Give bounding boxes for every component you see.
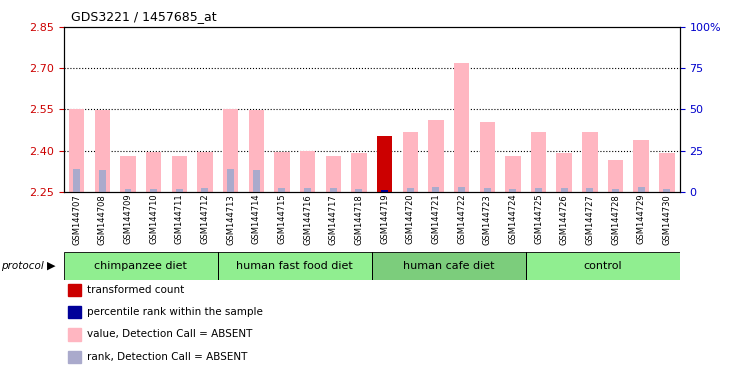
Text: GSM144719: GSM144719: [380, 194, 389, 244]
Bar: [120, 156, 136, 192]
Bar: [531, 132, 546, 192]
Bar: [330, 189, 336, 192]
Bar: [556, 154, 572, 192]
Bar: [484, 188, 490, 192]
Bar: [279, 189, 285, 192]
Bar: [227, 169, 234, 192]
Text: GSM144713: GSM144713: [226, 194, 235, 245]
Bar: [454, 63, 469, 192]
Bar: [377, 136, 392, 192]
Text: GSM144729: GSM144729: [637, 194, 646, 244]
Bar: [659, 154, 674, 192]
FancyBboxPatch shape: [372, 252, 526, 280]
Text: GSM144712: GSM144712: [201, 194, 210, 244]
Text: GSM144726: GSM144726: [559, 194, 569, 245]
Text: GSM144722: GSM144722: [457, 194, 466, 244]
Bar: [381, 190, 388, 192]
Bar: [326, 156, 341, 192]
Bar: [198, 152, 213, 192]
Text: GSM144714: GSM144714: [252, 194, 261, 244]
Bar: [377, 136, 392, 192]
Bar: [582, 132, 598, 192]
Bar: [300, 151, 315, 192]
Bar: [253, 170, 260, 192]
Text: GSM144724: GSM144724: [508, 194, 517, 244]
Text: GSM144718: GSM144718: [354, 194, 363, 245]
Text: GDS3221 / 1457685_at: GDS3221 / 1457685_at: [71, 10, 217, 23]
Text: GSM144715: GSM144715: [277, 194, 286, 244]
Bar: [403, 132, 418, 192]
Bar: [95, 110, 110, 192]
Bar: [634, 140, 649, 192]
Text: GSM144723: GSM144723: [483, 194, 492, 245]
FancyBboxPatch shape: [64, 252, 218, 280]
Bar: [535, 188, 542, 192]
Bar: [176, 189, 182, 192]
Bar: [638, 187, 644, 192]
FancyBboxPatch shape: [526, 252, 680, 280]
Text: human fast food diet: human fast food diet: [237, 261, 353, 271]
Bar: [381, 190, 388, 192]
Text: rank, Detection Call = ABSENT: rank, Detection Call = ABSENT: [87, 352, 248, 362]
Bar: [171, 156, 187, 192]
Bar: [304, 189, 311, 192]
Bar: [608, 161, 623, 192]
Bar: [73, 169, 80, 192]
Text: chimpanzee diet: chimpanzee diet: [95, 261, 187, 271]
Bar: [223, 109, 238, 192]
Text: ▶: ▶: [47, 261, 55, 271]
Bar: [479, 122, 495, 192]
Bar: [612, 189, 619, 192]
Bar: [561, 188, 568, 192]
Bar: [355, 189, 363, 192]
Text: GSM144707: GSM144707: [72, 194, 81, 245]
Text: GSM144728: GSM144728: [611, 194, 620, 245]
Text: GSM144730: GSM144730: [662, 194, 671, 245]
Bar: [146, 152, 161, 192]
Text: transformed count: transformed count: [87, 285, 184, 295]
Text: GSM144711: GSM144711: [175, 194, 184, 244]
Text: GSM144709: GSM144709: [123, 194, 132, 244]
Bar: [99, 170, 106, 192]
Text: percentile rank within the sample: percentile rank within the sample: [87, 307, 263, 317]
Text: GSM144717: GSM144717: [329, 194, 338, 245]
Text: GSM144708: GSM144708: [98, 194, 107, 245]
Text: human cafe diet: human cafe diet: [403, 261, 494, 271]
Bar: [407, 188, 414, 192]
Text: GSM144710: GSM144710: [149, 194, 158, 244]
Bar: [505, 156, 520, 192]
Bar: [125, 189, 131, 192]
Bar: [587, 188, 593, 192]
Bar: [351, 154, 366, 192]
Text: GSM144721: GSM144721: [431, 194, 440, 244]
Text: control: control: [584, 261, 622, 271]
Bar: [663, 189, 671, 192]
Bar: [509, 189, 517, 192]
Bar: [201, 189, 209, 192]
Bar: [433, 187, 439, 192]
FancyBboxPatch shape: [218, 252, 372, 280]
Text: GSM144720: GSM144720: [406, 194, 415, 244]
Text: GSM144725: GSM144725: [534, 194, 543, 244]
Bar: [69, 109, 84, 192]
Bar: [150, 189, 157, 192]
Text: GSM144727: GSM144727: [585, 194, 594, 245]
Bar: [249, 110, 264, 192]
Text: GSM144716: GSM144716: [303, 194, 312, 245]
Bar: [428, 121, 444, 192]
Bar: [274, 152, 290, 192]
Bar: [458, 187, 465, 192]
Text: protocol: protocol: [2, 261, 44, 271]
Text: value, Detection Call = ABSENT: value, Detection Call = ABSENT: [87, 329, 252, 339]
